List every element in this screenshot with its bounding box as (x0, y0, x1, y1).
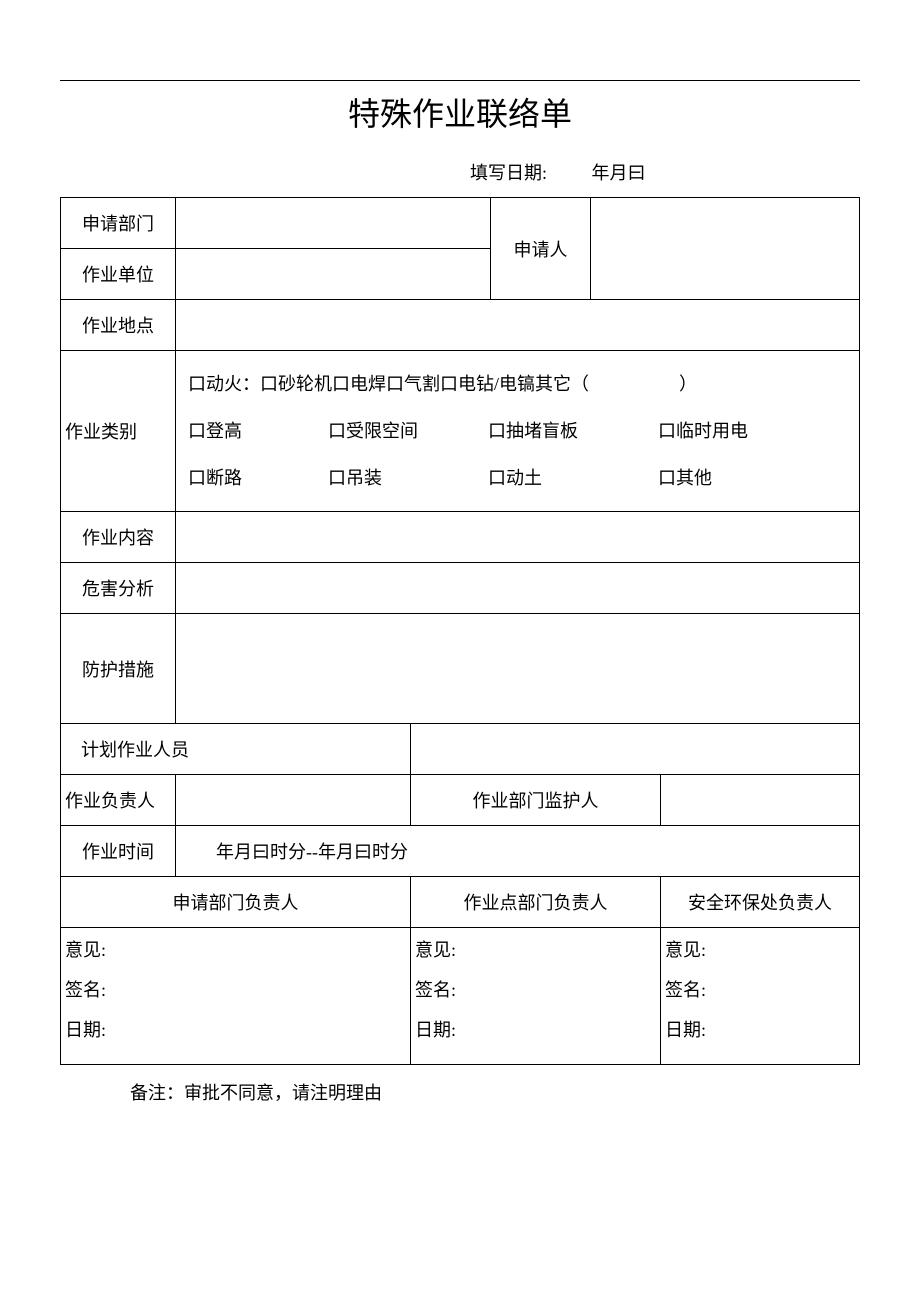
signature-label: 签名: (65, 976, 406, 1002)
label-work-unit: 作业单位 (61, 249, 176, 300)
opinion-label: 意见: (665, 936, 855, 962)
field-hazard-analysis[interactable] (176, 563, 860, 614)
field-protective-measures[interactable] (176, 614, 860, 724)
field-work-location[interactable] (176, 300, 860, 351)
cat-item: 口断路 (188, 455, 328, 502)
field-work-leader[interactable] (176, 775, 411, 826)
date-row: 填写日期: 年月曰 (60, 159, 860, 185)
table-row: 意见: 签名: 日期: 意见: 签名: 日期: 意见: 签名: 日期: (61, 928, 860, 1065)
label-work-content: 作业内容 (61, 512, 176, 563)
table-row: 计划作业人员 (61, 724, 860, 775)
signature-label: 签名: (665, 976, 855, 1002)
label-work-location: 作业地点 (61, 300, 176, 351)
field-dept-supervisor[interactable] (661, 775, 860, 826)
field-work-content[interactable] (176, 512, 860, 563)
opinion-label: 意见: (415, 936, 656, 962)
date-field-label: 日期: (665, 1016, 855, 1042)
top-divider (60, 80, 860, 81)
label-approval1: 申请部门负责人 (61, 877, 411, 928)
table-row: 申请部门 申请人 (61, 198, 860, 249)
table-row: 防护措施 (61, 614, 860, 724)
approval2-body[interactable]: 意见: 签名: 日期: (411, 928, 661, 1065)
category-row2: 口登高 口受限空间 口抽堵盲板 口临时用电 (188, 408, 847, 455)
label-protective-measures: 防护措施 (61, 614, 176, 724)
label-dept-supervisor: 作业部门监护人 (411, 775, 661, 826)
field-work-category[interactable]: 口动火：口砂轮机口电焊口气割口电钻/电镐其它（ ） 口登高 口受限空间 口抽堵盲… (176, 351, 860, 512)
cat-item: 口动土 (488, 455, 658, 502)
category-row3: 口断路 口吊装 口动土 口其他 (188, 455, 847, 502)
label-work-category: 作业类别 (61, 351, 176, 512)
table-row: 危害分析 (61, 563, 860, 614)
label-applicant: 申请人 (491, 198, 591, 300)
cat-item: 口登高 (188, 408, 328, 455)
field-apply-dept[interactable] (176, 198, 491, 249)
date-field-label: 日期: (65, 1016, 406, 1042)
table-row: 申请部门负责人 作业点部门负责人 安全环保处负责人 (61, 877, 860, 928)
table-row: 作业地点 (61, 300, 860, 351)
label-approval2: 作业点部门负责人 (411, 877, 661, 928)
signature-label: 签名: (415, 976, 656, 1002)
cat-item: 口临时用电 (658, 408, 748, 455)
label-work-time: 作业时间 (61, 826, 176, 877)
form-table: 申请部门 申请人 作业单位 作业地点 作业类别 口动火：口砂轮机口电焊口气割口电… (60, 197, 860, 1065)
table-row: 作业内容 (61, 512, 860, 563)
label-planned-personnel: 计划作业人员 (61, 724, 411, 775)
date-label: 填写日期: (470, 163, 547, 183)
field-planned-personnel[interactable] (411, 724, 860, 775)
approval3-body[interactable]: 意见: 签名: 日期: (661, 928, 860, 1065)
cat-item: 口吊装 (328, 455, 488, 502)
cat-item: 口受限空间 (328, 408, 488, 455)
form-title: 特殊作业联络单 (60, 89, 860, 135)
field-work-time[interactable]: 年月曰时分--年月曰时分 (176, 826, 860, 877)
label-apply-dept: 申请部门 (61, 198, 176, 249)
date-value: 年月曰 (592, 163, 646, 183)
category-line1: 口动火：口砂轮机口电焊口气割口电钻/电镐其它（ ） (188, 361, 847, 408)
label-hazard-analysis: 危害分析 (61, 563, 176, 614)
date-field-label: 日期: (415, 1016, 656, 1042)
label-approval3: 安全环保处负责人 (661, 877, 860, 928)
field-applicant[interactable] (591, 198, 860, 300)
form-note: 备注：审批不同意，请注明理由 (130, 1079, 860, 1105)
cat-item: 口抽堵盲板 (488, 408, 658, 455)
table-row: 作业类别 口动火：口砂轮机口电焊口气割口电钻/电镐其它（ ） 口登高 口受限空间… (61, 351, 860, 512)
table-row: 作业时间 年月曰时分--年月曰时分 (61, 826, 860, 877)
table-row: 作业负责人 作业部门监护人 (61, 775, 860, 826)
field-work-unit[interactable] (176, 249, 491, 300)
approval1-body[interactable]: 意见: 签名: 日期: (61, 928, 411, 1065)
cat-item: 口其他 (658, 455, 712, 502)
label-work-leader: 作业负责人 (61, 775, 176, 826)
opinion-label: 意见: (65, 936, 406, 962)
